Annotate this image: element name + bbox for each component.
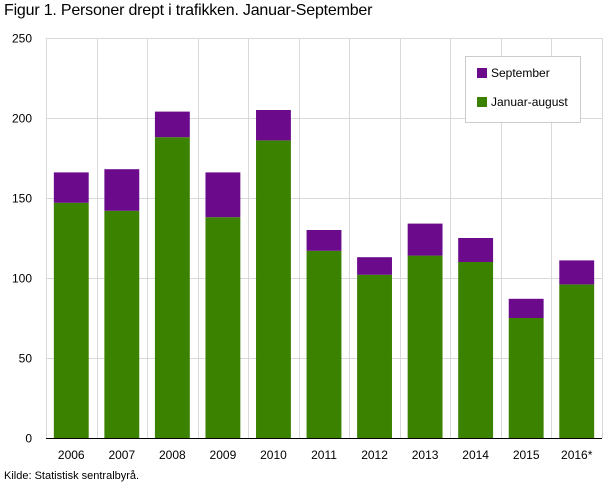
legend-label-september: September — [491, 66, 550, 80]
y-tick-label: 150 — [12, 192, 32, 206]
bar-januar-august — [104, 210, 140, 438]
bar-januar-august — [508, 318, 544, 438]
bar-januar-august — [458, 262, 494, 438]
bar-januar-august — [154, 137, 190, 438]
bar-september — [458, 238, 494, 262]
x-tick-label: 2008 — [159, 448, 186, 462]
y-tick-label: 250 — [12, 32, 32, 46]
x-tick-label: 2016* — [561, 448, 593, 462]
y-tick-label: 100 — [12, 272, 32, 286]
bar-september — [306, 230, 342, 251]
legend-swatch-september — [477, 68, 487, 78]
bar-september — [53, 172, 89, 203]
bar-januar-august — [205, 217, 241, 438]
y-tick-label: 0 — [25, 432, 32, 446]
bar-januar-august — [559, 284, 595, 438]
x-tick-label: 2013 — [412, 448, 439, 462]
bar-september — [256, 110, 291, 141]
legend-box — [465, 56, 581, 123]
axes: 0 50 100 150 200 250 2006 2007 2008 2009 2010 2011 2… — [12, 32, 602, 462]
bar-januar-august — [357, 274, 392, 438]
bar-september — [407, 223, 443, 256]
y-tick-label: 200 — [12, 112, 32, 126]
x-tick-label: 2015 — [513, 448, 540, 462]
legend-label-januar-august: Januar-august — [491, 95, 568, 109]
bar-januar-august — [407, 255, 443, 438]
x-tick-label: 2012 — [361, 448, 388, 462]
bar-september — [205, 172, 241, 218]
bar-september — [357, 257, 392, 275]
x-tick-label: 2014 — [462, 448, 489, 462]
x-tick-label: 2006 — [58, 448, 85, 462]
x-tick-label: 2011 — [311, 448, 337, 462]
y-tick-label: 50 — [19, 352, 33, 366]
bar-januar-august — [53, 202, 89, 438]
legend: September Januar-august — [465, 56, 581, 123]
x-tick-label: 2010 — [260, 448, 287, 462]
bar-september — [508, 298, 544, 318]
bar-januar-august — [306, 250, 342, 438]
chart-title: Figur 1. Personer drept i trafikken. Jan… — [4, 2, 373, 19]
x-tick-label: 2009 — [210, 448, 237, 462]
legend-swatch-januar-august — [477, 97, 487, 107]
bar-september — [154, 111, 190, 138]
source-note: Kilde: Statistisk sentralbyrå. — [4, 470, 140, 482]
bar-september — [559, 260, 595, 285]
bar-september — [104, 169, 140, 211]
bar-januar-august — [256, 140, 291, 438]
bars — [53, 110, 595, 438]
x-tick-label: 2007 — [108, 448, 135, 462]
